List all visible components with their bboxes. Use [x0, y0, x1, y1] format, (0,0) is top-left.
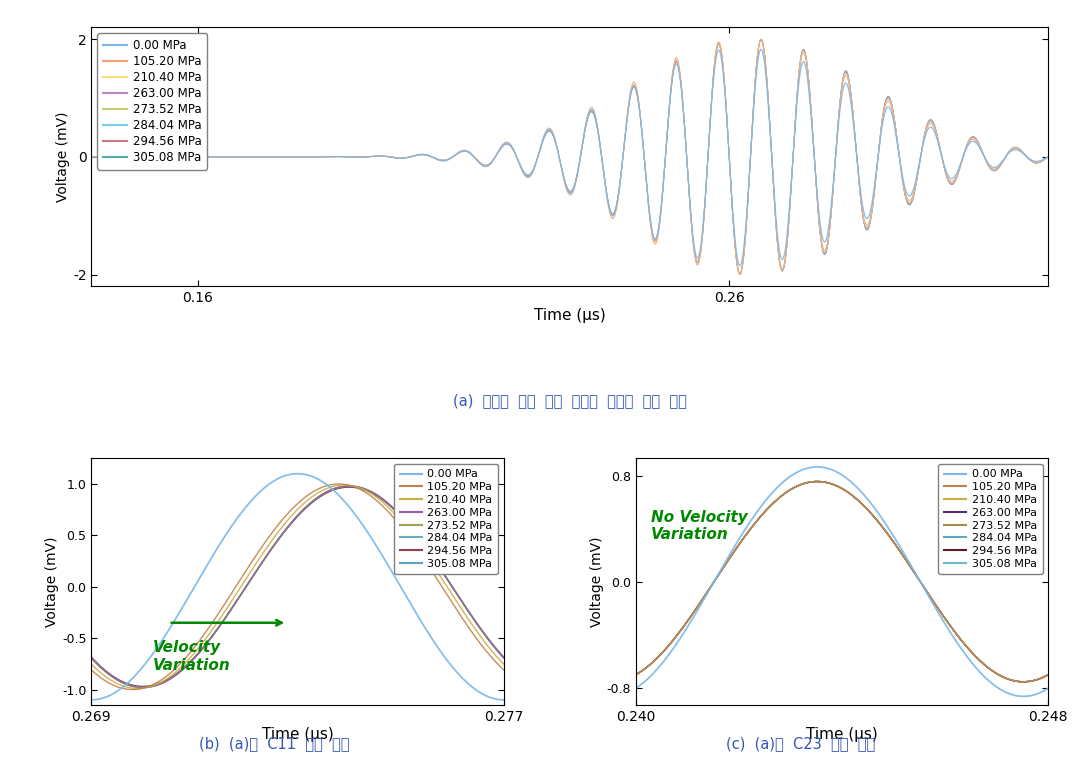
Legend: 0.00 MPa, 105.20 MPa, 210.40 MPa, 263.00 MPa, 273.52 MPa, 284.04 MPa, 294.56 MPa: 0.00 MPa, 105.20 MPa, 210.40 MPa, 263.00… [97, 33, 207, 170]
Legend: 0.00 MPa, 105.20 MPa, 210.40 MPa, 263.00 MPa, 273.52 MPa, 284.04 MPa, 294.56 MPa: 0.00 MPa, 105.20 MPa, 210.40 MPa, 263.00… [938, 464, 1043, 574]
Y-axis label: Voltage (mV): Voltage (mV) [56, 111, 70, 202]
X-axis label: Time (μs): Time (μs) [534, 308, 605, 323]
Text: (b)  (a)의  C11  모드  확대: (b) (a)의 C11 모드 확대 [199, 736, 349, 751]
Text: Velocity
Variation: Velocity Variation [154, 640, 231, 672]
X-axis label: Time (μs): Time (μs) [261, 727, 333, 742]
Y-axis label: Voltage (mV): Voltage (mV) [45, 537, 59, 627]
X-axis label: Time (μs): Time (μs) [806, 727, 878, 742]
Text: (c)  (a)의  C23  모드  확대: (c) (a)의 C23 모드 확대 [727, 736, 875, 751]
Text: No Velocity
Variation: No Velocity Variation [651, 509, 748, 542]
Y-axis label: Voltage (mV): Voltage (mV) [589, 537, 603, 627]
Text: (a)  응력에  따른  도막  시편의  초음파  신호  변화: (a) 응력에 따른 도막 시편의 초음파 신호 변화 [453, 393, 687, 408]
Legend: 0.00 MPa, 105.20 MPa, 210.40 MPa, 263.00 MPa, 273.52 MPa, 284.04 MPa, 294.56 MPa: 0.00 MPa, 105.20 MPa, 210.40 MPa, 263.00… [393, 464, 498, 574]
